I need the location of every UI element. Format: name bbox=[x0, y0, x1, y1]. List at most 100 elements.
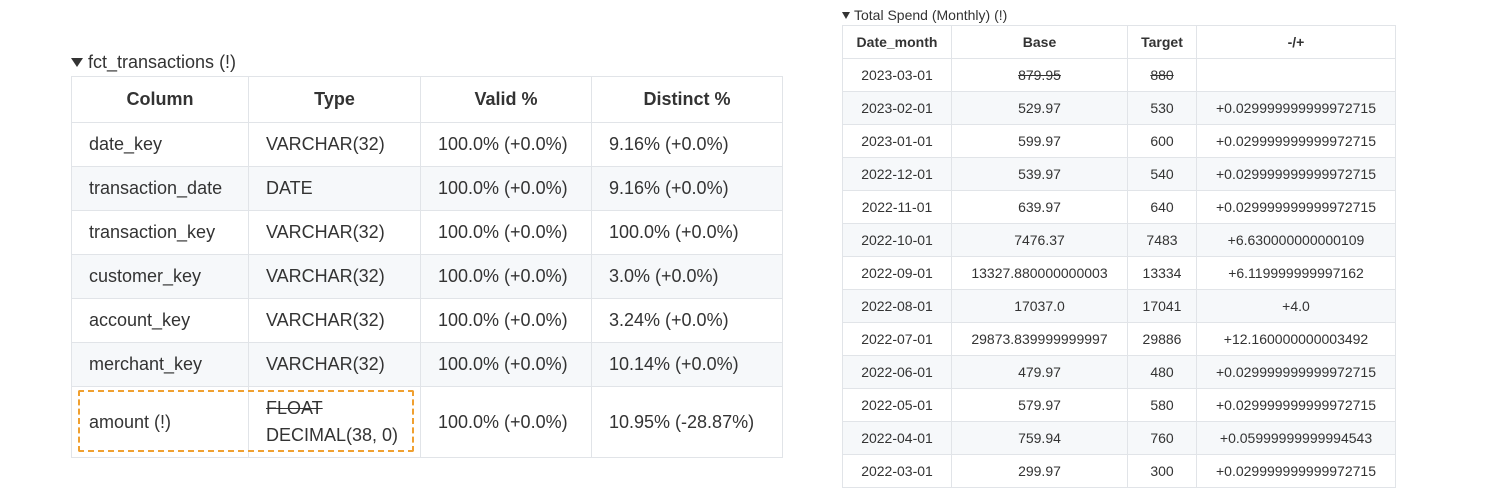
cell-column: date_key bbox=[71, 122, 249, 167]
cell-base: 529.97 bbox=[951, 91, 1128, 125]
spend-row: 2022-12-01 539.97 540 +0.029999999999972… bbox=[842, 157, 1396, 191]
spend-row: 2023-02-01 529.97 530 +0.029999999999972… bbox=[842, 91, 1396, 125]
cell-base: 579.97 bbox=[951, 388, 1128, 422]
spend-row: 2022-05-01 579.97 580 +0.029999999999972… bbox=[842, 388, 1396, 422]
cell-valid: 100.0% (+0.0%) bbox=[420, 210, 592, 255]
table-row: date_key VARCHAR(32) 100.0% (+0.0%) 9.16… bbox=[71, 122, 783, 167]
cell-base: 639.97 bbox=[951, 190, 1128, 224]
table-row: transaction_key VARCHAR(32) 100.0% (+0.0… bbox=[71, 210, 783, 255]
cell-base: 879.95 bbox=[951, 58, 1128, 92]
spend-row: 2022-10-01 7476.37 7483 +6.6300000000001… bbox=[842, 223, 1396, 257]
header-distinct: Distinct % bbox=[591, 76, 783, 123]
total-spend-table: Date_month Base Target -/+ 2023-03-01 87… bbox=[842, 25, 1396, 488]
cell-base: 759.94 bbox=[951, 421, 1128, 455]
spend-row: 2023-03-01 879.95 880 bbox=[842, 58, 1396, 92]
table-row: merchant_key VARCHAR(32) 100.0% (+0.0%) … bbox=[71, 342, 783, 387]
cell-type-changed: FLOAT DECIMAL(38, 0) bbox=[248, 386, 421, 458]
cell-diff: +4.0 bbox=[1196, 289, 1396, 323]
fct-transactions-title: fct_transactions (!) bbox=[88, 51, 237, 72]
cell-date: 2022-08-01 bbox=[842, 289, 952, 323]
cell-date: 2023-01-01 bbox=[842, 124, 952, 158]
cell-base: 29873.839999999997 bbox=[951, 322, 1128, 356]
cell-column: amount (!) bbox=[71, 386, 249, 458]
cell-base: 599.97 bbox=[951, 124, 1128, 158]
cell-target: 300 bbox=[1127, 454, 1197, 488]
cell-column: customer_key bbox=[71, 254, 249, 299]
spend-row: 2022-08-01 17037.0 17041 +4.0 bbox=[842, 289, 1396, 323]
cell-target: 640 bbox=[1127, 190, 1197, 224]
cell-base: 17037.0 bbox=[951, 289, 1128, 323]
total-spend-toggle[interactable]: Total Spend (Monthly) (!) bbox=[842, 6, 1396, 24]
cell-date: 2022-07-01 bbox=[842, 322, 952, 356]
header-date-month: Date_month bbox=[842, 25, 952, 59]
cell-target: 540 bbox=[1127, 157, 1197, 191]
header-type: Type bbox=[248, 76, 421, 123]
cell-column: merchant_key bbox=[71, 342, 249, 387]
cell-date: 2022-12-01 bbox=[842, 157, 952, 191]
header-base: Base bbox=[951, 25, 1128, 59]
table-row: account_key VARCHAR(32) 100.0% (+0.0%) 3… bbox=[71, 298, 783, 343]
table-header-row: Column Type Valid % Distinct % bbox=[71, 76, 783, 123]
cell-date: 2022-05-01 bbox=[842, 388, 952, 422]
cell-date: 2022-10-01 bbox=[842, 223, 952, 257]
cell-date: 2022-09-01 bbox=[842, 256, 952, 290]
cell-date: 2023-03-01 bbox=[842, 58, 952, 92]
cell-distinct: 9.16% (+0.0%) bbox=[591, 122, 783, 167]
spend-row: 2022-07-01 29873.839999999997 29886 +12.… bbox=[842, 322, 1396, 356]
spend-row: 2022-09-01 13327.880000000003 13334 +6.1… bbox=[842, 256, 1396, 290]
cell-diff: +0.029999999999972715 bbox=[1196, 388, 1396, 422]
cell-target: 7483 bbox=[1127, 223, 1197, 257]
old-type: FLOAT bbox=[266, 398, 323, 418]
cell-type: VARCHAR(32) bbox=[248, 298, 421, 343]
table-row: transaction_date DATE 100.0% (+0.0%) 9.1… bbox=[71, 166, 783, 211]
cell-diff bbox=[1196, 58, 1396, 92]
new-type: DECIMAL(38, 0) bbox=[266, 425, 399, 445]
fct-transactions-panel: fct_transactions (!) Column Type Valid %… bbox=[71, 52, 783, 458]
cell-target: 880 bbox=[1127, 58, 1197, 92]
cell-target: 600 bbox=[1127, 124, 1197, 158]
cell-base: 299.97 bbox=[951, 454, 1128, 488]
cell-diff: +6.630000000000109 bbox=[1196, 223, 1396, 257]
cell-target: 480 bbox=[1127, 355, 1197, 389]
cell-valid: 100.0% (+0.0%) bbox=[420, 386, 592, 458]
cell-type: DATE bbox=[248, 166, 421, 211]
cell-diff: +0.029999999999972715 bbox=[1196, 355, 1396, 389]
fct-transactions-toggle[interactable]: fct_transactions (!) bbox=[71, 52, 781, 72]
cell-distinct: 3.0% (+0.0%) bbox=[591, 254, 783, 299]
cell-target: 29886 bbox=[1127, 322, 1197, 356]
cell-diff: +0.05999999999994543 bbox=[1196, 421, 1396, 455]
cell-valid: 100.0% (+0.0%) bbox=[420, 298, 592, 343]
cell-distinct: 10.14% (+0.0%) bbox=[591, 342, 783, 387]
table-row: customer_key VARCHAR(32) 100.0% (+0.0%) … bbox=[71, 254, 783, 299]
cell-valid: 100.0% (+0.0%) bbox=[420, 166, 592, 211]
spend-row: 2022-04-01 759.94 760 +0.059999999999945… bbox=[842, 421, 1396, 455]
cell-base: 479.97 bbox=[951, 355, 1128, 389]
total-spend-panel: Total Spend (Monthly) (!) Date_month Bas… bbox=[842, 6, 1396, 488]
cell-distinct: 3.24% (+0.0%) bbox=[591, 298, 783, 343]
cell-type: VARCHAR(32) bbox=[248, 254, 421, 299]
cell-date: 2023-02-01 bbox=[842, 91, 952, 125]
cell-target: 760 bbox=[1127, 421, 1197, 455]
cell-valid: 100.0% (+0.0%) bbox=[420, 342, 592, 387]
cell-base: 7476.37 bbox=[951, 223, 1128, 257]
cell-diff: +6.119999999997162 bbox=[1196, 256, 1396, 290]
cell-type: VARCHAR(32) bbox=[248, 122, 421, 167]
cell-diff: +0.029999999999972715 bbox=[1196, 157, 1396, 191]
cell-diff: +0.029999999999972715 bbox=[1196, 124, 1396, 158]
caret-down-icon bbox=[71, 57, 83, 67]
cell-distinct: 100.0% (+0.0%) bbox=[591, 210, 783, 255]
cell-distinct: 9.16% (+0.0%) bbox=[591, 166, 783, 211]
cell-date: 2022-04-01 bbox=[842, 421, 952, 455]
header-valid: Valid % bbox=[420, 76, 592, 123]
header-column: Column bbox=[71, 76, 249, 123]
spend-row: 2022-11-01 639.97 640 +0.029999999999972… bbox=[842, 190, 1396, 224]
table-row-amount: amount (!) FLOAT DECIMAL(38, 0) 100.0% (… bbox=[71, 386, 783, 458]
cell-diff: +0.029999999999972715 bbox=[1196, 190, 1396, 224]
header-diff: -/+ bbox=[1196, 25, 1396, 59]
caret-down-icon bbox=[842, 11, 850, 19]
cell-diff: +0.029999999999972715 bbox=[1196, 91, 1396, 125]
cell-target: 13334 bbox=[1127, 256, 1197, 290]
fct-transactions-table: Column Type Valid % Distinct % date_key … bbox=[71, 76, 783, 458]
cell-base: 539.97 bbox=[951, 157, 1128, 191]
cell-base: 13327.880000000003 bbox=[951, 256, 1128, 290]
